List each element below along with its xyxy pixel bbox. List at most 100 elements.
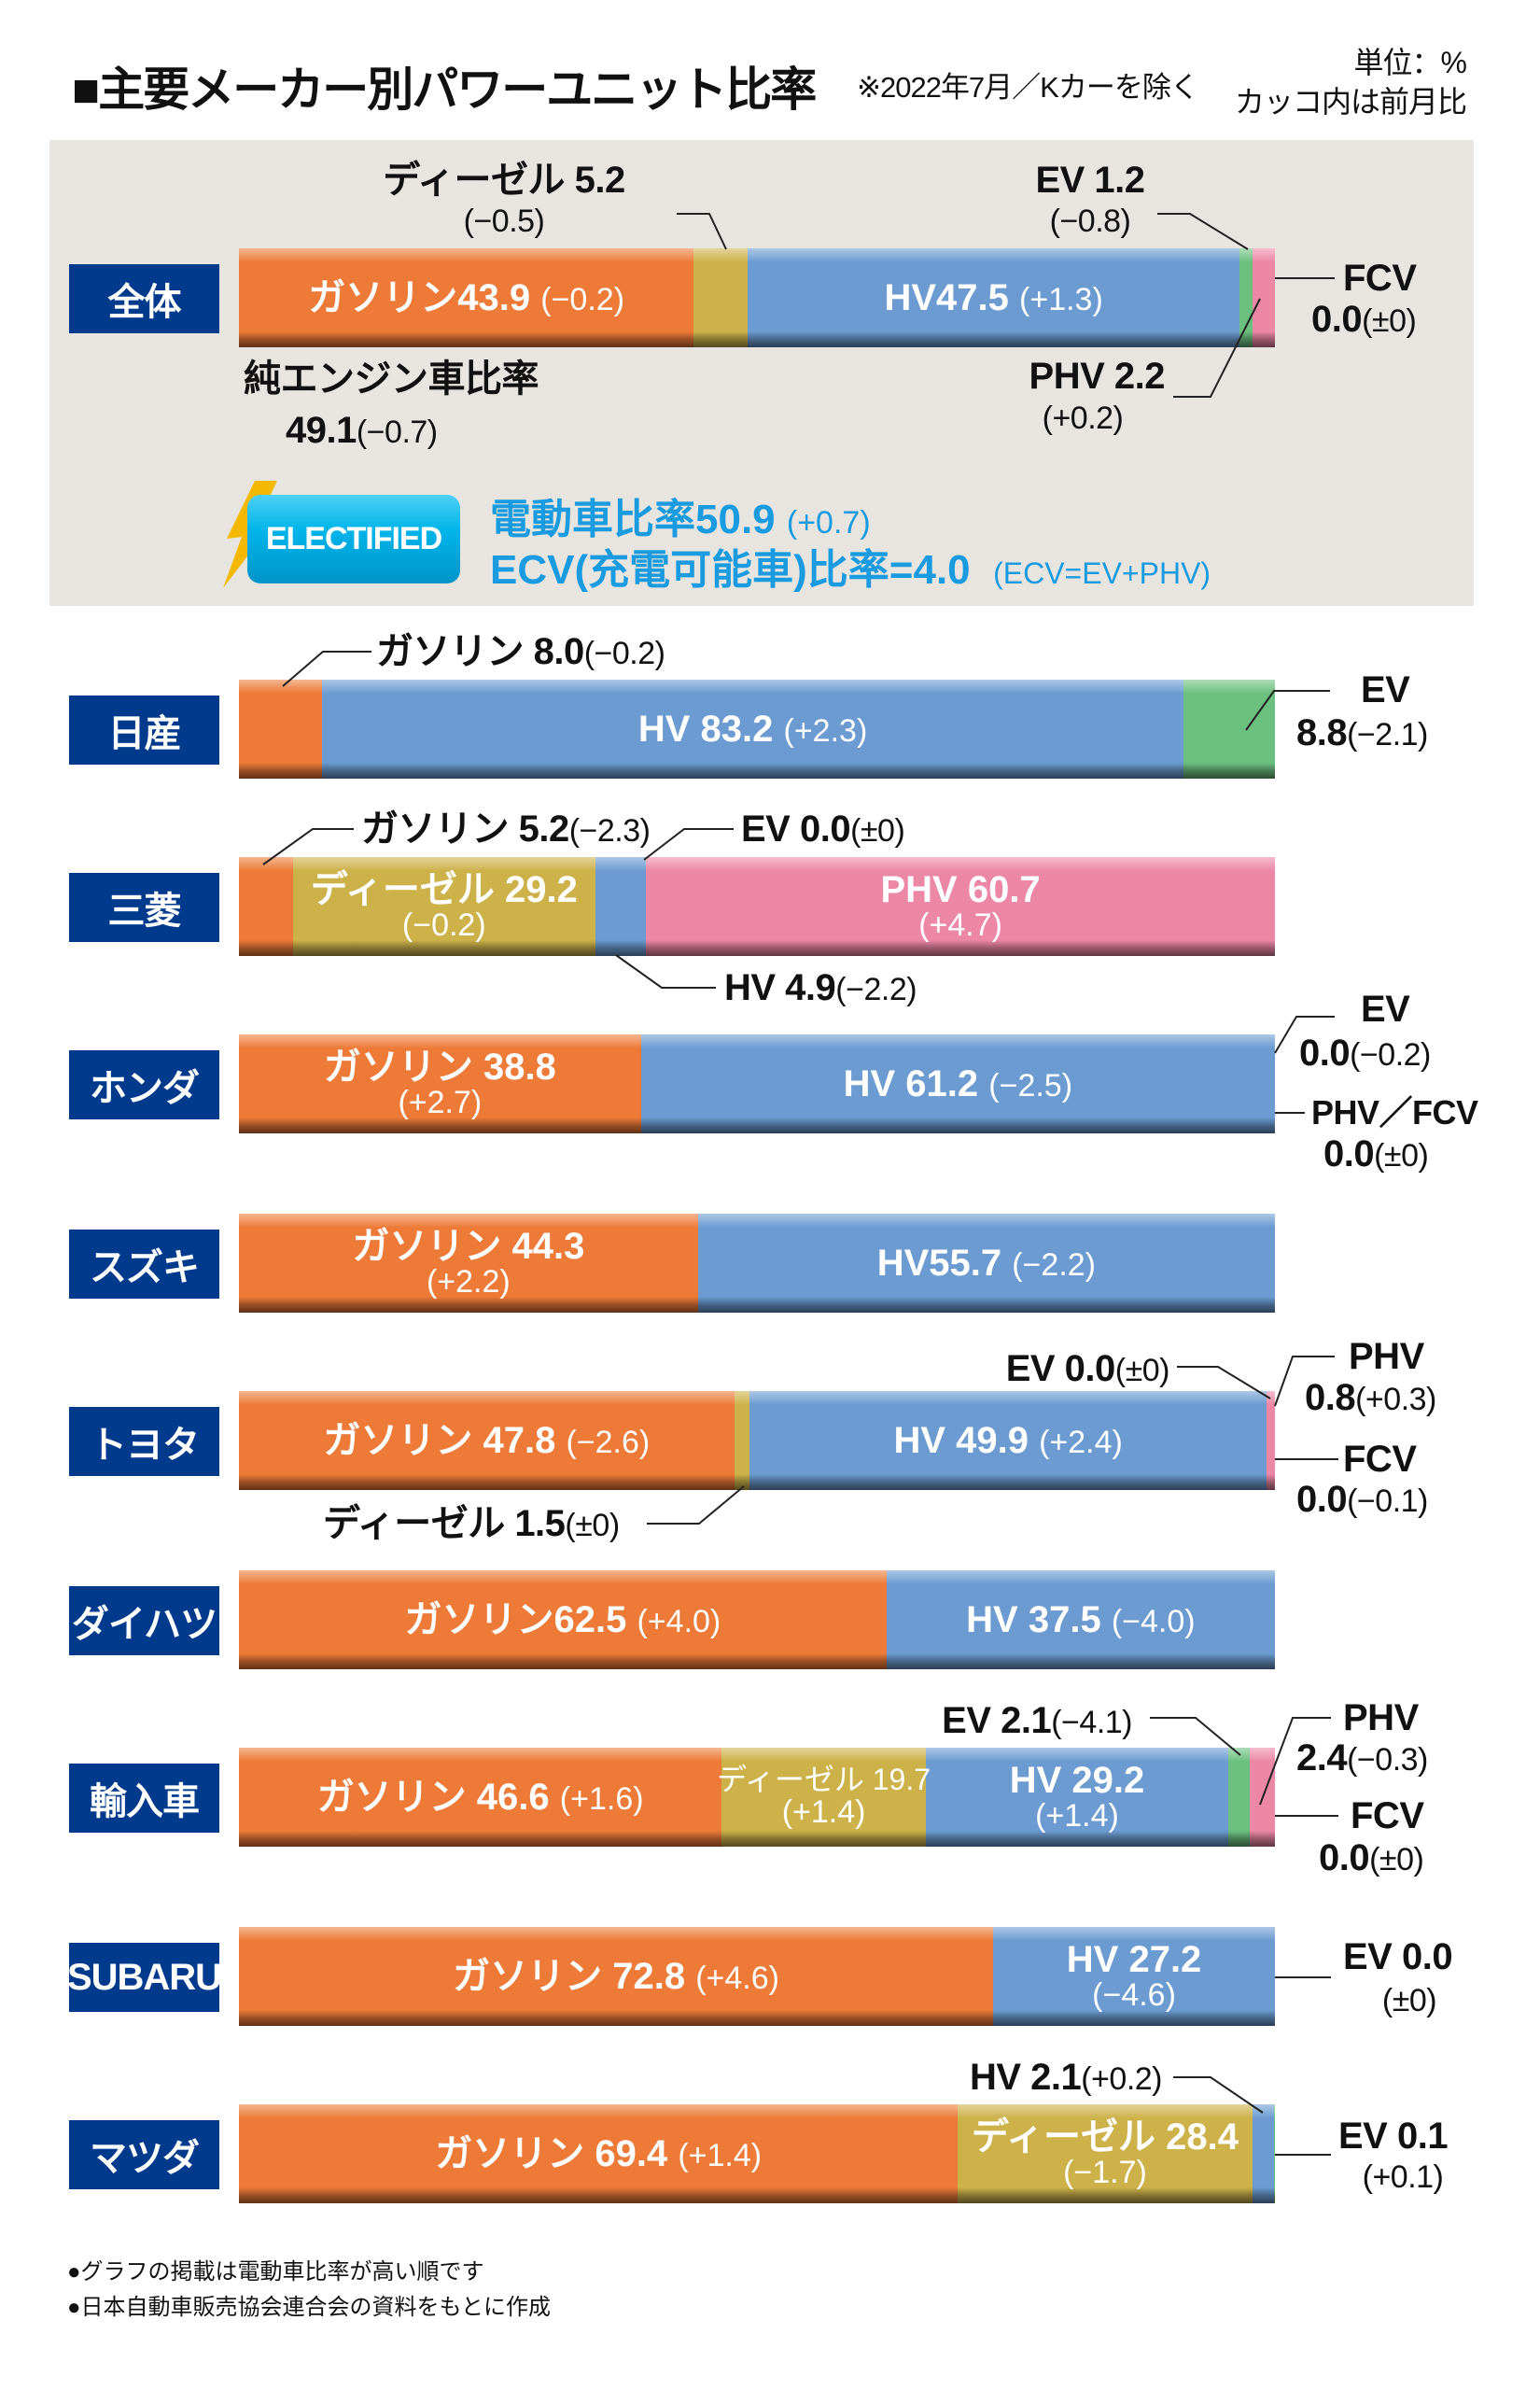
leader-line [615, 954, 716, 989]
note-phv-fcv: PHV／FCV [1311, 1093, 1478, 1132]
segment-text: ガソリン 69.4 (+1.4) [435, 2134, 762, 2173]
segment-change: (+4.6) [695, 1961, 779, 1996]
bar-segment-gasoline: ガソリン 46.6 (+1.6) [239, 1748, 722, 1847]
chart-title: ■主要メーカー別パワーユニット比率 [72, 63, 817, 116]
note-phv-fcv-value: 0.0(±0) [1323, 1135, 1429, 1173]
bar-overall: ガソリン43.9 (−0.2) HV47.5 (+1.3) [239, 248, 1276, 347]
bar-segment-ev [1273, 2104, 1276, 2203]
pure-engine-label: 純エンジン車比率 [244, 358, 539, 400]
note-main: ディーゼル 1.5 [323, 1503, 566, 1544]
segment-text: ガソリン 47.8 (−2.6) [323, 1421, 650, 1460]
bar-segment-phv [1250, 1748, 1275, 1847]
note-gasoline: ガソリン 8.0(−0.2) [376, 633, 665, 670]
note-change: (+0.3) [1355, 1382, 1436, 1417]
note-value: 0.0 [1319, 1837, 1370, 1878]
leader-line [643, 828, 734, 861]
note-value: 0.0 [1296, 1479, 1348, 1520]
segment-label: HV 83.2 [637, 709, 774, 750]
bar-imported: ガソリン 46.6 (+1.6) ディーゼル 19.7 (+1.4) HV 29.2(… [239, 1748, 1275, 1847]
bar-segment-hv [1252, 2104, 1275, 2203]
note-ev-change: (+0.1) [1363, 2157, 1444, 2194]
segment-label: ディーゼル 29.2 [310, 869, 578, 911]
ecv-ratio-value: ECV(充電可能車)比率=4.0 [490, 547, 971, 593]
segment-label: HV 37.5 [966, 1599, 1101, 1640]
bar-toyota: ガソリン 47.8 (−2.6) HV 49.9 (+2.4) [239, 1391, 1275, 1490]
pure-engine-value: 49.1(−0.7) [286, 412, 438, 449]
note-diesel-change: (−0.5) [464, 201, 545, 238]
segment-text: ガソリン62.5 (+4.0) [405, 1600, 721, 1639]
note-ev-value: 8.8(−2.1) [1296, 714, 1428, 752]
segment-text: HV55.7 (−2.2) [877, 1244, 1096, 1283]
note-main: HV 2.1 [969, 2057, 1082, 2098]
note-phv: PHV [1349, 1336, 1424, 1377]
note-change: (−0.2) [583, 636, 665, 671]
unit-note: カッコ内は前月比 [1234, 85, 1467, 119]
segment-change: (+1.4) [678, 2138, 763, 2173]
pure-engine-number: 49.1 [286, 410, 357, 451]
bar-segment-diesel [734, 1391, 750, 1490]
segment-change: (−2.2) [1012, 1247, 1096, 1283]
note-ev-change: (±0) [1382, 1980, 1437, 2017]
note-fcv-value: 0.0(±0) [1319, 1837, 1424, 1878]
note-change: (−0.8) [1049, 204, 1131, 239]
pure-engine-change: (−0.7) [356, 415, 438, 450]
segment-label: HV 27.2 [1066, 1939, 1202, 1981]
segment-change: (+2.3) [783, 713, 868, 749]
note-phv: PHV 2.2 [1029, 356, 1166, 397]
note-hv: HV 4.9(−2.2) [724, 969, 917, 1006]
bar-mitsubishi: ディーゼル 29.2 (−0.2) PHV 60.7 (+4.7) [239, 857, 1275, 956]
note-fcv: FCV [1343, 258, 1417, 299]
note-change: (−0.3) [1347, 1742, 1428, 1778]
segment-label: HV 61.2 [843, 1063, 979, 1104]
segment-change: (+1.3) [1019, 282, 1103, 317]
badge-text: ELECTIFIED [265, 521, 442, 556]
note-change: (−2.2) [835, 972, 917, 1007]
bar-segment-hv: HV 49.9 (+2.4) [749, 1391, 1267, 1490]
note-fcv-value: 0.0(±0) [1311, 301, 1417, 338]
segment-text: HV 61.2 (−2.5) [844, 1064, 1072, 1104]
note-change: (−4.1) [1051, 1705, 1132, 1740]
leader-line [647, 1485, 745, 1525]
segment-change: (−0.2) [401, 907, 486, 944]
segment-label: HV 29.2 [1009, 1760, 1145, 1802]
note-fcv: FCV [1351, 1795, 1424, 1836]
note-ev: EV [1361, 669, 1410, 710]
segment-label: HV47.5 [884, 277, 1009, 318]
note-ev: EV 1.2 [1035, 160, 1145, 201]
segment-change: (−4.0) [1111, 1604, 1196, 1639]
segment-text: ガソリン 46.6 (+1.6) [317, 1778, 644, 1817]
note-main: HV 4.9 [724, 967, 836, 1008]
segment-label: ガソリン 47.8 [323, 1420, 556, 1461]
bar-segment-gasoline: ガソリン62.5 (+4.0) [239, 1570, 887, 1669]
note-main: EV 0.0 [741, 808, 851, 850]
electrified-ratio: 電動車比率50.9 (+0.7) [490, 485, 871, 545]
bar-segment-gasoline: ガソリン 44.3 (+2.2) [239, 1214, 698, 1313]
segment-text: ガソリン43.9 (−0.2) [308, 278, 624, 317]
segment-change: (+2.7) [398, 1085, 483, 1121]
bar-segment-gasoline: ガソリン 72.8 (+4.6) [239, 1927, 994, 2026]
segment-label: ディーゼル 28.4 [971, 2116, 1239, 2158]
bar-segment-gasoline [239, 857, 293, 956]
segment-label: PHV 60.7 [880, 869, 1041, 911]
segment-change: (−0.2) [540, 282, 625, 317]
note-main: EV 2.1 [942, 1700, 1052, 1741]
bar-segment-ev [1239, 248, 1253, 347]
note-diesel: ディーゼル 1.5(±0) [323, 1505, 620, 1542]
segment-label: ガソリン 38.8 [323, 1047, 556, 1089]
bar-segment-diesel: ディーゼル 28.4 (−1.7) [958, 2104, 1253, 2203]
segment-text: HV 37.5 (−4.0) [966, 1600, 1195, 1639]
note-change: (−2.3) [568, 813, 651, 849]
chart-subtitle: ※2022年7月／Kカーを除く [857, 71, 1199, 104]
note-change: (−0.2) [1350, 1037, 1431, 1073]
row-label-toyota: トヨタ [69, 1407, 219, 1476]
bar-suzuki: ガソリン 44.3 (+2.2) HV55.7 (−2.2) [239, 1214, 1276, 1313]
segment-label: ガソリン62.5 [404, 1599, 627, 1640]
row-label-suzuki: スズキ [69, 1230, 219, 1299]
bar-segment-hv: HV 27.2 (−4.6) [993, 1927, 1275, 2026]
segment-text: HV 83.2 (+2.3) [638, 710, 867, 749]
segment-label: ガソリン 69.4 [435, 2133, 668, 2174]
note-change: (−0.5) [463, 204, 545, 239]
row-label-subaru: SUBARU [67, 1943, 222, 2012]
segment-label: ガソリン 46.6 [316, 1777, 550, 1818]
note-change: (−2.1) [1347, 717, 1428, 752]
